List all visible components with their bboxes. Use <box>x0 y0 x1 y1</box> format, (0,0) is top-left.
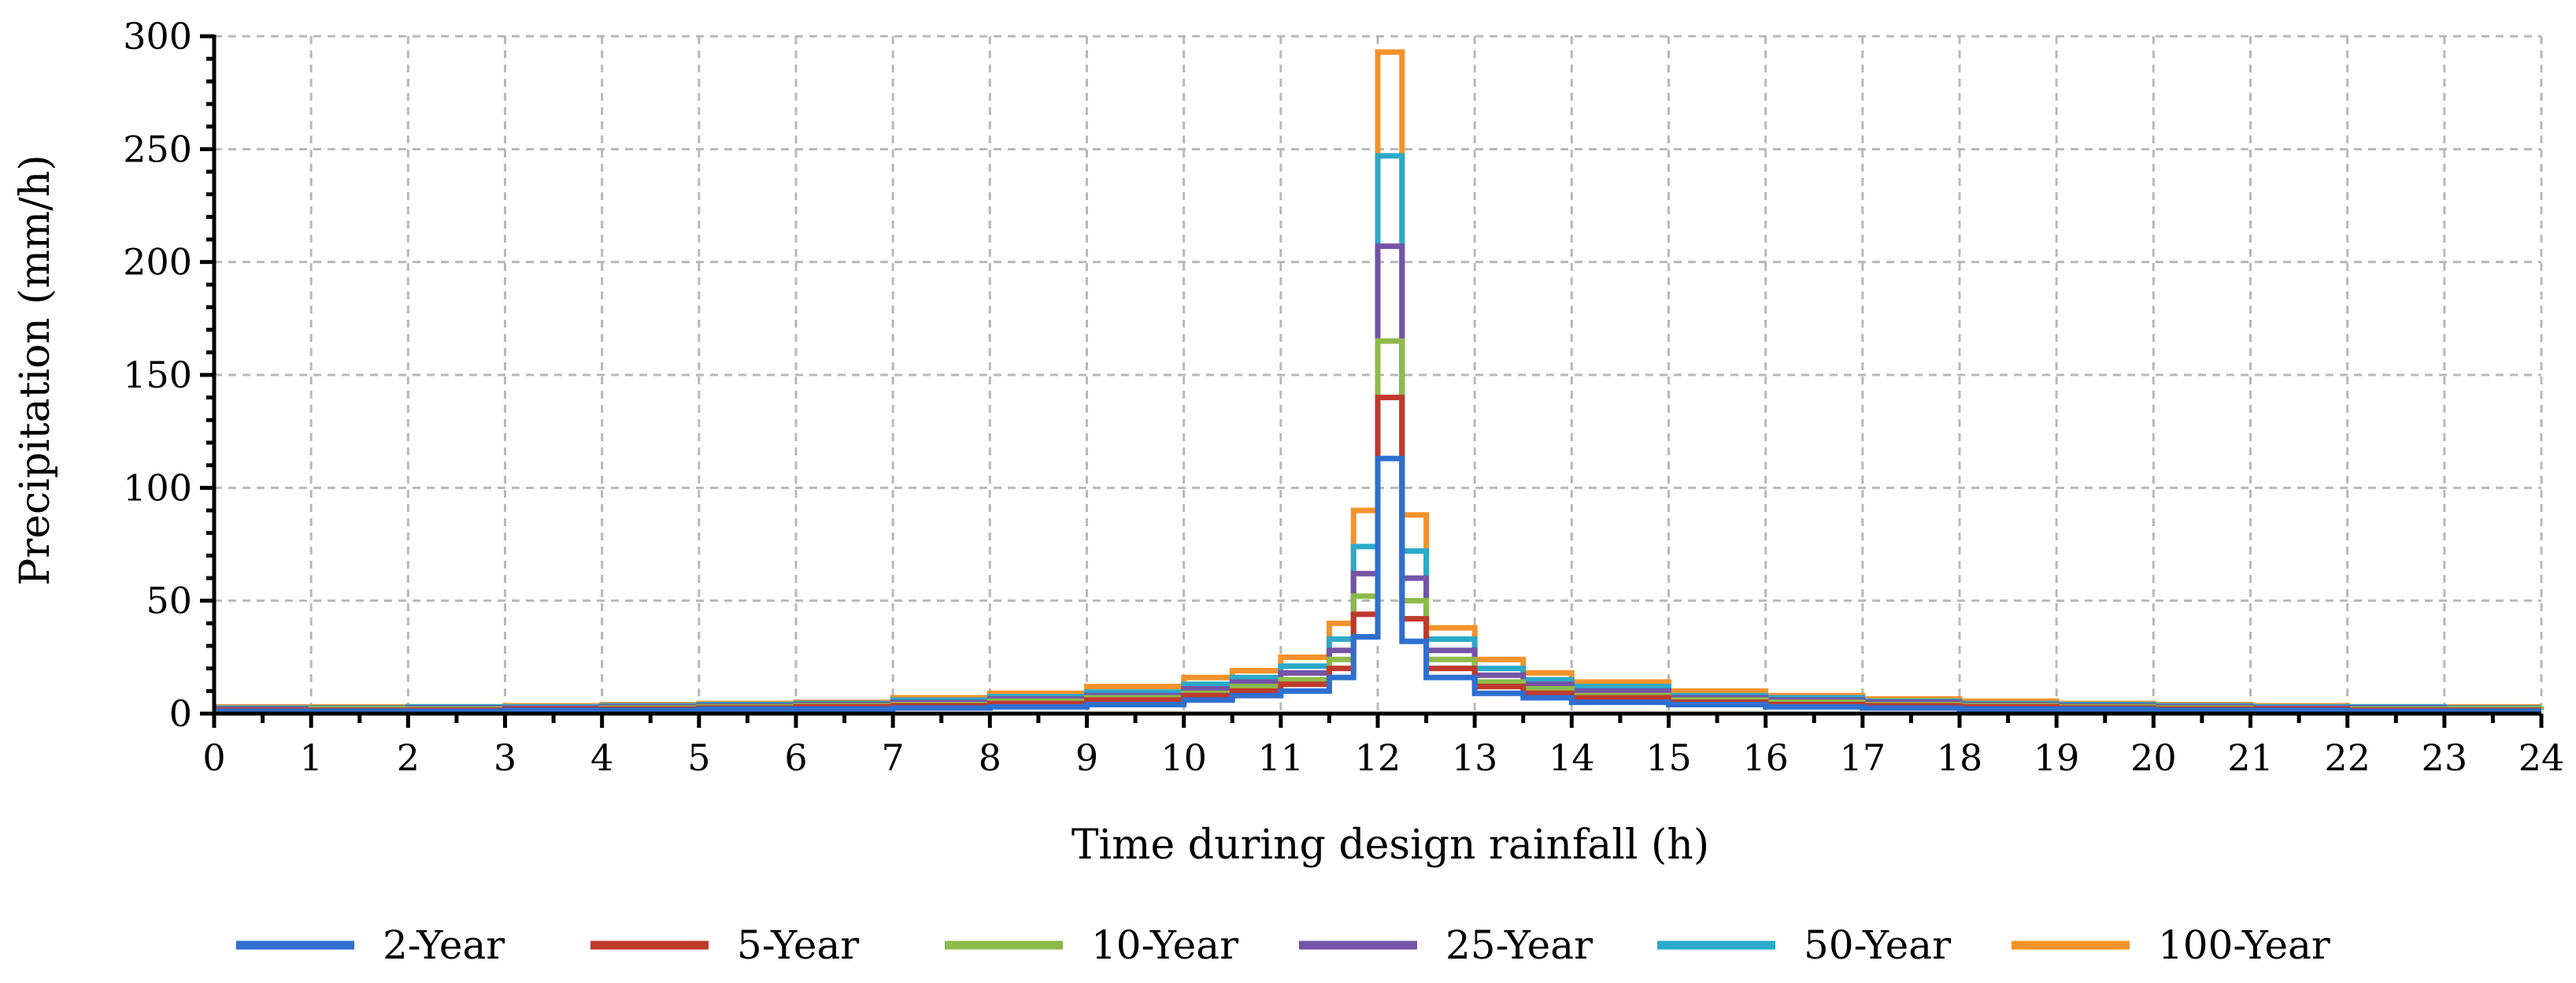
x-tick-label: 5 <box>687 736 710 779</box>
axes <box>200 34 2544 728</box>
x-tick-label: 14 <box>1549 736 1595 779</box>
x-tick-label: 21 <box>2227 736 2274 779</box>
legend-label-25-year: 25-Year <box>1445 922 1593 968</box>
x-tick-label: 11 <box>1258 736 1305 779</box>
y-tick-label: 250 <box>123 128 192 170</box>
y-tick-label: 200 <box>123 241 192 284</box>
x-axis-title: Time during design rainfall (h) <box>1071 822 1709 869</box>
y-tick-label: 50 <box>146 580 192 622</box>
legend-label-100-year: 100-Year <box>2158 922 2330 968</box>
x-tick-label: 6 <box>784 736 807 779</box>
x-tick-label: 12 <box>1355 736 1401 779</box>
x-tick-label: 9 <box>1075 736 1098 779</box>
x-tick-label: 18 <box>1937 736 1983 779</box>
y-tick-label: 100 <box>123 466 192 509</box>
x-tick-label: 20 <box>2130 736 2177 779</box>
x-tick-label: 22 <box>2324 736 2371 779</box>
legend-label-50-year: 50-Year <box>1804 922 1951 968</box>
x-tick-label: 10 <box>1160 736 1207 779</box>
y-tick-label: 150 <box>123 354 192 396</box>
x-tick-label: 8 <box>979 736 1001 779</box>
x-tick-label: 0 <box>202 736 225 779</box>
y-axis-title: Precipitation (mm/h) <box>12 154 59 585</box>
x-tick-label: 7 <box>882 736 905 779</box>
x-tick-label: 24 <box>2519 736 2565 779</box>
x-tick-label: 19 <box>2034 736 2080 779</box>
x-tick-label: 16 <box>1742 736 1789 779</box>
x-tick-label: 13 <box>1452 736 1498 779</box>
data-series <box>214 49 2545 714</box>
legend-label-5-year: 5-Year <box>737 922 859 968</box>
y-tick-label: 300 <box>123 15 192 57</box>
x-tick-label: 1 <box>300 736 323 779</box>
x-tick-label: 3 <box>494 736 516 779</box>
legend: 2-Year 5-Year 10-Year 25-Year 50-Year 100-Yea… <box>236 922 2330 968</box>
x-tick-label: 17 <box>1840 736 1886 779</box>
tick-labels: 0 1 2 3 4 5 6 7 8 9 10 11 12 13 14 15 16 17 18 19 20 21 22 23 24… <box>123 15 2564 779</box>
x-tick-label: 4 <box>590 736 613 779</box>
legend-label-2-year: 2-Year <box>383 922 505 968</box>
x-tick-label: 2 <box>397 736 420 779</box>
x-tick-label: 23 <box>2422 736 2468 779</box>
series-line-2-year <box>214 455 2541 714</box>
x-tick-label: 15 <box>1645 736 1692 779</box>
legend-label-10-year: 10-Year <box>1091 922 1238 968</box>
y-tick-label: 0 <box>169 692 192 735</box>
